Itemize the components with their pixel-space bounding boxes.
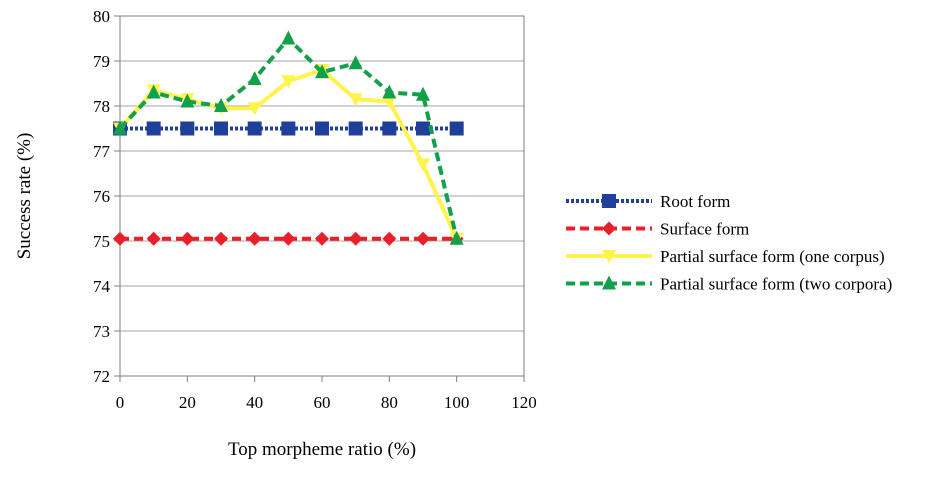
legend-item-2: Partial surface form (one corpus) — [566, 247, 885, 266]
series-2 — [113, 64, 464, 246]
x-tick-label: 0 — [116, 393, 125, 412]
data-point — [348, 93, 363, 107]
data-point — [416, 121, 430, 136]
y-tick-label: 77 — [93, 142, 111, 161]
y-tick-label: 78 — [93, 97, 110, 116]
legend-label: Root form — [660, 192, 730, 211]
data-point — [113, 120, 127, 135]
x-tick-label: 40 — [246, 393, 263, 412]
data-point — [382, 95, 397, 109]
data-point — [348, 121, 363, 136]
data-point — [382, 84, 397, 99]
data-point — [315, 64, 329, 79]
data-point — [281, 75, 296, 89]
data-point — [315, 121, 329, 136]
data-point — [214, 121, 228, 136]
x-tick-label: 120 — [511, 393, 537, 412]
legend-label: Surface form — [660, 220, 749, 239]
data-point — [214, 231, 228, 246]
x-tick-label: 20 — [179, 393, 196, 412]
data-point — [146, 231, 161, 246]
y-tick-label: 80 — [93, 7, 110, 26]
data-point — [315, 231, 329, 246]
data-point — [247, 121, 262, 136]
data-point — [113, 231, 127, 246]
legend-item-3: Partial surface form (two corpora) — [566, 275, 892, 294]
series-0 — [113, 121, 464, 136]
legend-label: Partial surface form (one corpus) — [660, 247, 885, 266]
legend-marker — [602, 194, 616, 208]
data-point — [348, 231, 363, 246]
legend: Root form Surface form Partial surface for… — [566, 192, 892, 294]
y-tick-label: 74 — [93, 277, 111, 296]
series-1 — [113, 231, 464, 246]
data-point — [247, 102, 262, 116]
data-point — [449, 121, 464, 136]
y-tick-label: 72 — [93, 367, 110, 386]
data-point — [214, 98, 228, 112]
y-tick-label: 76 — [93, 187, 110, 206]
series-line-3 — [118, 36, 459, 240]
legend-marker — [602, 250, 616, 263]
data-point — [281, 121, 296, 136]
axes: 72 73 74 75 76 77 78 79 80 0 20 40 60 80 100 120 — [93, 7, 537, 412]
y-tick-label: 73 — [93, 322, 110, 341]
data-point — [180, 121, 195, 136]
data-point — [146, 121, 161, 136]
legend-item-1: Surface form — [566, 220, 749, 239]
data-point — [281, 30, 296, 45]
legend-marker — [602, 275, 616, 290]
data-point — [180, 93, 195, 108]
data-point — [382, 121, 397, 136]
data-point — [180, 231, 195, 246]
x-tick-label: 100 — [444, 393, 470, 412]
x-axis-title: Top morpheme ratio (%) — [228, 439, 416, 460]
data-point — [146, 84, 161, 99]
data-point — [247, 231, 262, 246]
x-tick-label: 60 — [314, 393, 331, 412]
legend-marker — [602, 221, 616, 236]
data-point — [416, 158, 430, 172]
data-point — [247, 71, 262, 85]
y-tick-label: 79 — [93, 52, 110, 71]
data-point — [416, 86, 430, 101]
x-tick-label: 80 — [381, 393, 398, 412]
data-point — [348, 55, 363, 70]
data-point — [382, 231, 397, 246]
series-layer — [113, 30, 464, 246]
data-point — [416, 231, 430, 246]
data-point — [449, 230, 464, 245]
y-tick-label: 75 — [93, 232, 110, 251]
y-axis-title: Success rate (%) — [14, 133, 35, 260]
legend-label: Partial surface form (two corpora) — [660, 275, 892, 294]
legend-item-0: Root form — [566, 192, 730, 211]
data-point — [281, 231, 296, 246]
series-3 — [113, 30, 464, 245]
